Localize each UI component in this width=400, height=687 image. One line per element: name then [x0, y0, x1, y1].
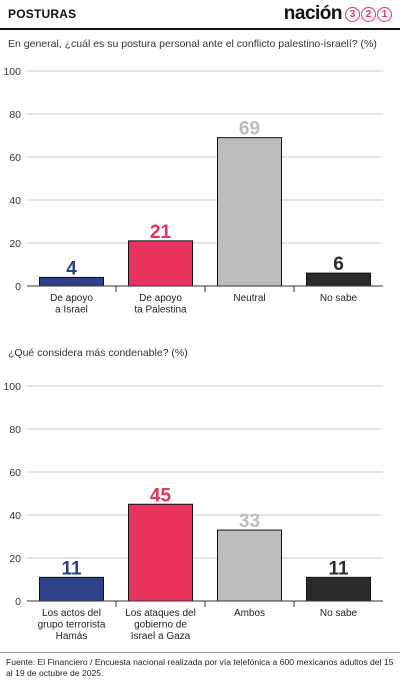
brand-digit: 2	[361, 6, 376, 22]
footer: Fuente: El Financiero / Encuesta naciona…	[0, 652, 400, 687]
y-tick-label: 60	[9, 467, 21, 479]
category-label: Los actos del	[42, 608, 101, 619]
bar	[306, 576, 371, 602]
category-label: De apoyo	[50, 293, 93, 304]
bar	[217, 137, 282, 287]
category-label: Ambos	[234, 608, 265, 619]
y-tick-label: 60	[9, 152, 21, 164]
y-tick-label: 20	[9, 238, 21, 250]
bar	[128, 503, 193, 602]
data-label: 21	[150, 222, 172, 243]
bar	[39, 576, 104, 602]
header-bar: POSTURAS nación 3 2 1	[0, 0, 400, 30]
category-label: No sabe	[320, 608, 358, 619]
y-tick-label: 80	[9, 424, 21, 436]
y-tick-label: 0	[15, 596, 21, 608]
category-label: grupo terrorista	[38, 620, 106, 631]
data-label: 6	[333, 254, 344, 275]
data-label: 11	[328, 558, 349, 579]
brand-logo: nación 3 2 1	[284, 3, 392, 25]
y-tick-label: 100	[3, 66, 21, 78]
category-label: Los ataques del	[125, 608, 196, 619]
y-tick-label: 100	[3, 381, 21, 393]
bar	[128, 240, 193, 287]
data-label: 11	[61, 558, 82, 579]
category-label: Israel a Gaza	[131, 631, 191, 642]
y-tick-label: 80	[9, 109, 21, 121]
data-label: 4	[66, 258, 77, 279]
category-label: Neutral	[233, 293, 265, 304]
brand-word: nación	[283, 3, 343, 24]
brand-digit: 3	[345, 6, 360, 22]
chart1-question: En general, ¿cuál es su postura personal…	[8, 38, 377, 50]
y-tick-label: 40	[9, 510, 21, 522]
category-label: Hamás	[56, 631, 88, 642]
y-tick-label: 40	[9, 195, 21, 207]
category-label: No sabe	[320, 293, 358, 304]
chart2-question: ¿Qué considera más condenable? (%)	[8, 347, 188, 359]
category-label: De apoyo	[139, 293, 182, 304]
data-label: 45	[150, 485, 172, 506]
data-label: 33	[239, 511, 260, 532]
data-label: 69	[239, 119, 260, 140]
y-tick-label: 20	[9, 553, 21, 565]
brand-digit: 1	[377, 6, 392, 22]
bar	[217, 529, 282, 602]
category-label: a Israel	[55, 305, 88, 316]
y-tick-label: 0	[15, 281, 21, 293]
section-label: POSTURAS	[8, 7, 77, 21]
source-note: Fuente: El Financiero / Encuesta naciona…	[6, 657, 394, 678]
category-label: ta Palestina	[134, 305, 187, 316]
category-label: gobierno de	[134, 620, 187, 631]
